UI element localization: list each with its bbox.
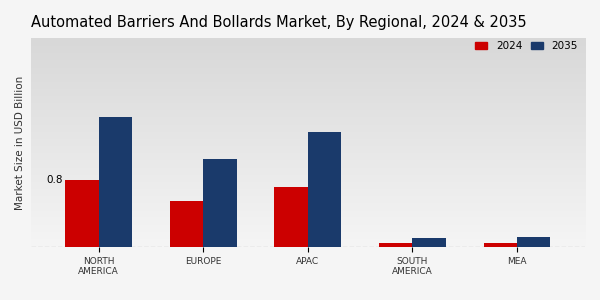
Bar (203, 159, 236, 247)
Bar (379, 243, 412, 247)
Bar (274, 187, 308, 247)
Text: Automated Barriers And Bollards Market, By Regional, 2024 & 2035: Automated Barriers And Bollards Market, … (31, 15, 526, 30)
Text: 0.8: 0.8 (46, 175, 63, 185)
Y-axis label: Market Size in USD Billion: Market Size in USD Billion (15, 75, 25, 210)
Bar (308, 132, 341, 247)
Bar (412, 238, 446, 247)
Bar (170, 201, 203, 247)
Bar (65, 180, 98, 247)
Bar (484, 243, 517, 247)
Bar (98, 117, 132, 247)
Legend: 2024, 2035: 2024, 2035 (473, 39, 580, 53)
Bar (517, 237, 550, 247)
